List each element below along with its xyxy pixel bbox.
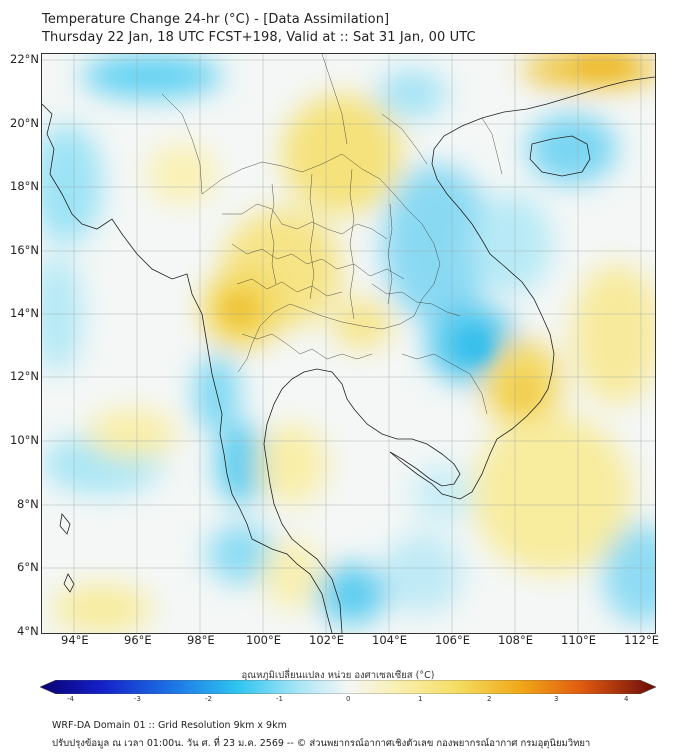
colorbar-tick-1: 1 <box>418 695 423 703</box>
lat-label-12n: 12°N <box>10 369 39 383</box>
colorbar-title: อุณหภูมิเปลี่ยนแปลง หน่วย องศาเซลเซียส (… <box>241 670 435 681</box>
colorbar-tick-3: 3 <box>554 695 559 703</box>
map-subtitle: Thursday 22 Jan, 18 UTC FCST+198, Valid … <box>42 30 476 45</box>
colorbar-tick-minus1: -1 <box>276 695 283 703</box>
colorbar <box>40 680 656 694</box>
lon-label-100e: 100°E <box>246 633 281 647</box>
province-borders <box>161 54 503 415</box>
lon-label-96e: 96°E <box>124 633 152 647</box>
lon-label-108e: 108°E <box>498 633 533 647</box>
lon-label-104e: 104°E <box>372 633 407 647</box>
colorbar-tick-0: 0 <box>346 695 351 703</box>
lat-label-16n: 16°N <box>10 243 39 257</box>
lon-label-112e: 112°E <box>624 633 659 647</box>
colorbar-tick-minus4: -4 <box>67 695 74 703</box>
map-canvas <box>42 54 655 633</box>
lon-label-106e: 106°E <box>435 633 470 647</box>
lat-label-22n: 22°N <box>10 52 39 66</box>
lat-label-4n: 4°N <box>17 624 39 638</box>
colorbar-tick-4: 4 <box>624 695 629 703</box>
lat-label-10n: 10°N <box>10 433 39 447</box>
colorbar-tick-minus2: -2 <box>205 695 212 703</box>
lat-label-20n: 20°N <box>10 116 39 130</box>
lat-label-18n: 18°N <box>10 179 39 193</box>
graticule <box>42 54 655 633</box>
lat-label-14n: 14°N <box>10 306 39 320</box>
lon-label-98e: 98°E <box>187 633 215 647</box>
coastlines <box>42 76 655 633</box>
lat-label-8n: 8°N <box>17 497 39 511</box>
lat-label-6n: 6°N <box>17 560 39 574</box>
lon-label-102e: 102°E <box>309 633 344 647</box>
model-info: WRF-DA Domain 01 :: Grid Resolution 9km … <box>52 720 287 731</box>
map-title: Temperature Change 24-hr (°C) - [Data As… <box>42 12 390 27</box>
lon-label-94e: 94°E <box>61 633 89 647</box>
temperature-change-map <box>41 53 656 634</box>
colorbar-tick-2: 2 <box>487 695 492 703</box>
lon-label-110e: 110°E <box>561 633 596 647</box>
colorbar-tick-minus3: -3 <box>134 695 141 703</box>
credit-line: ปรับปรุงข้อมูล ณ เวลา 01:00น. วัน ศ. ที่… <box>52 738 591 749</box>
